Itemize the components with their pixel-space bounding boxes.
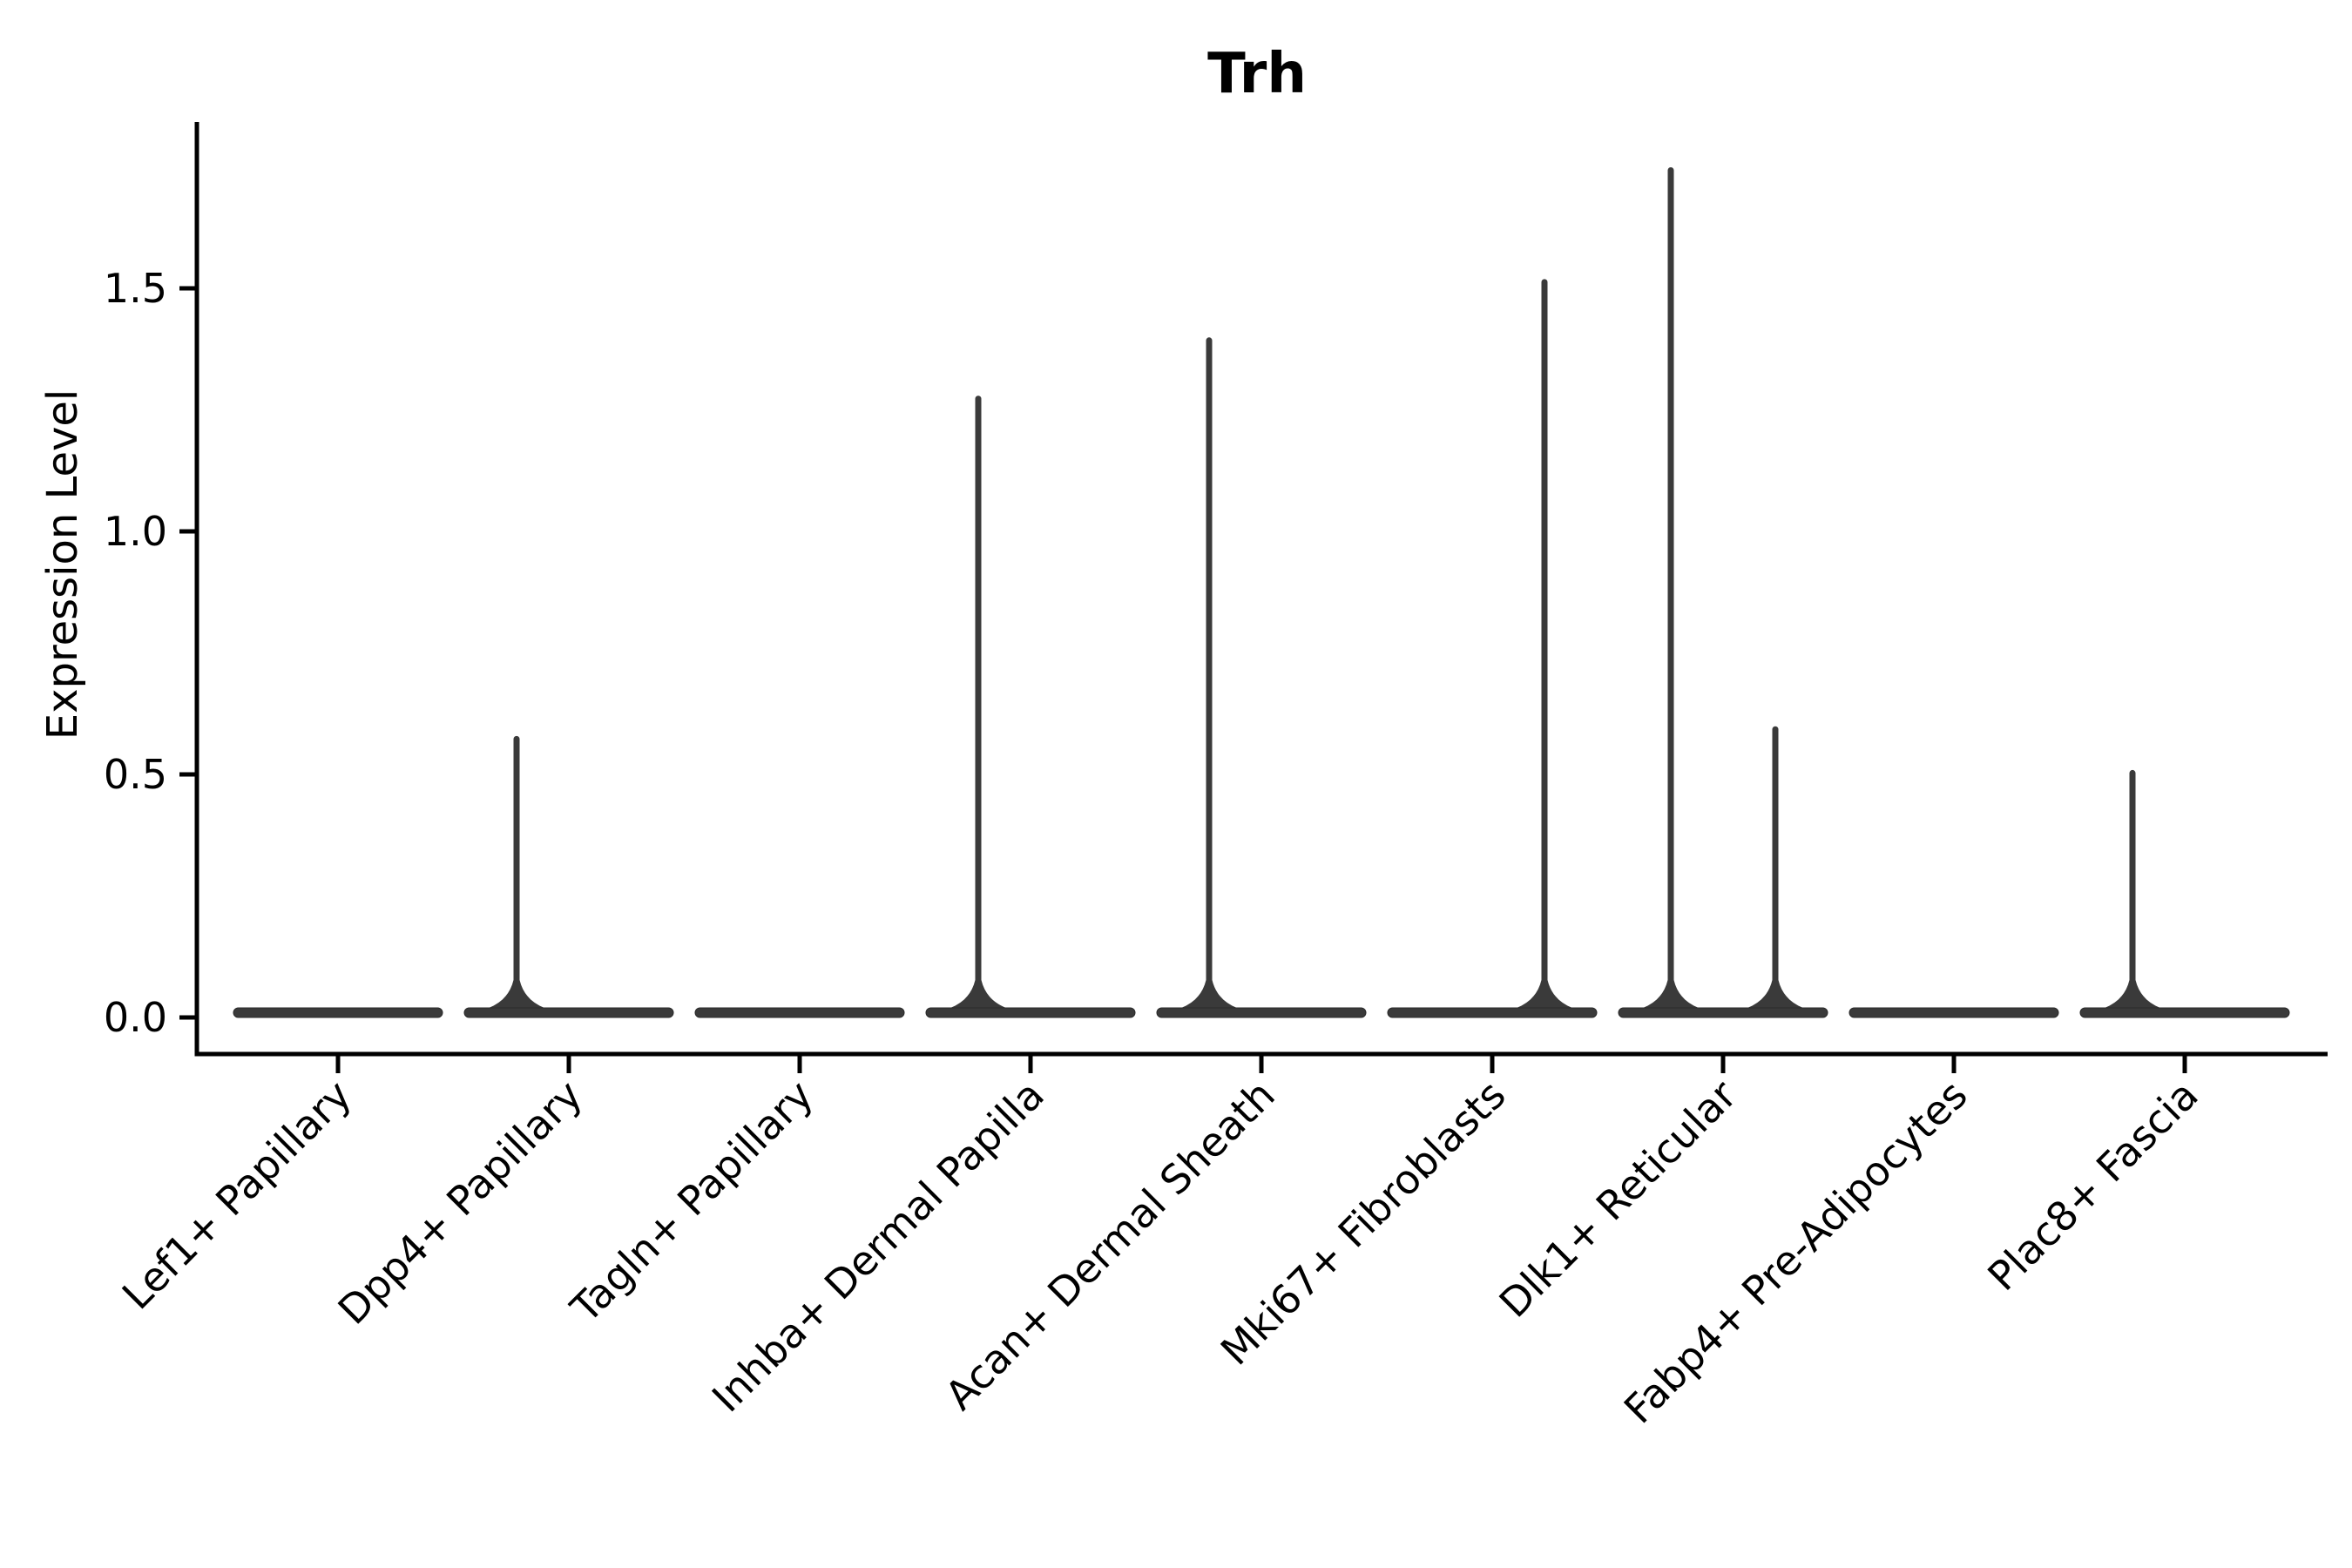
violin-spike-base bbox=[1643, 980, 1699, 1008]
violin-base bbox=[925, 1007, 1136, 1018]
y-axis-label: Expression Level bbox=[38, 389, 87, 740]
violin-base bbox=[1618, 1007, 1828, 1018]
violin bbox=[463, 735, 674, 1018]
violin bbox=[694, 1007, 905, 1018]
x-tick-label: Plac8+ Fascia bbox=[1978, 1071, 2207, 1300]
violin-spike-base bbox=[1181, 980, 1237, 1008]
chart-title: Trh bbox=[1207, 42, 1307, 106]
violin bbox=[2079, 769, 2290, 1018]
violins bbox=[233, 167, 2290, 1018]
violin-spike-base bbox=[489, 980, 544, 1008]
x-tick-label: Lef1+ Papillary bbox=[113, 1071, 361, 1319]
y-tick-label: 1.0 bbox=[104, 508, 167, 555]
y-tick-label: 0.0 bbox=[104, 994, 167, 1041]
violin bbox=[1848, 1007, 2059, 1018]
y-tick-label: 0.5 bbox=[104, 751, 167, 798]
y-tick-label: 1.5 bbox=[104, 265, 167, 312]
violin-base bbox=[1156, 1007, 1367, 1018]
violin-base bbox=[463, 1007, 674, 1018]
violin-base bbox=[1387, 1007, 1598, 1018]
violin bbox=[1156, 337, 1367, 1018]
violin bbox=[925, 395, 1136, 1018]
y-axis-ticks: 0.0 0.5 1.0 1.5 bbox=[104, 265, 197, 1041]
violin-spike-base bbox=[2105, 980, 2160, 1008]
violin-base bbox=[1848, 1007, 2059, 1018]
violin bbox=[1387, 279, 1598, 1018]
violin-spike-base bbox=[1747, 980, 1803, 1008]
violin-base bbox=[2079, 1007, 2290, 1018]
violin-base bbox=[233, 1007, 443, 1018]
x-tick-label: Tagln+ Papillary bbox=[561, 1071, 822, 1333]
x-tick-label: Dlk1+ Reticular bbox=[1490, 1071, 1746, 1327]
violin bbox=[1618, 167, 1828, 1018]
violin-spike-base bbox=[1517, 980, 1572, 1008]
violin-spike-base bbox=[950, 980, 1006, 1008]
x-tick-label: Dpp4+ Papillary bbox=[329, 1071, 591, 1334]
violin bbox=[233, 1007, 443, 1018]
violin-base bbox=[694, 1007, 905, 1018]
